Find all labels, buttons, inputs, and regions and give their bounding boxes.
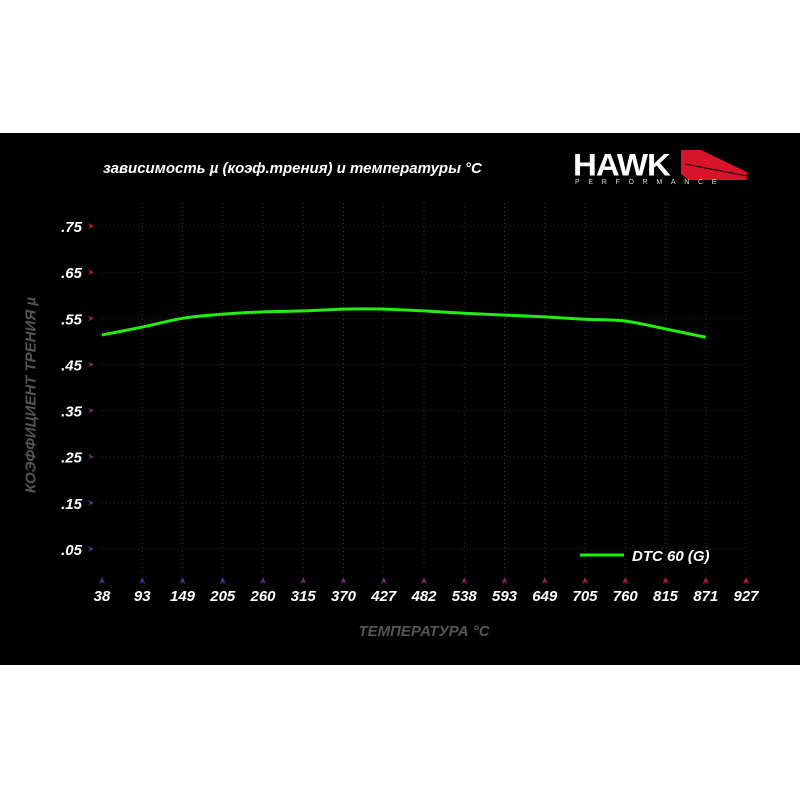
y-tick-arrow-icon: [88, 453, 94, 460]
y-tick-arrow-icon: [88, 499, 94, 506]
y-tick-label: .15: [61, 496, 83, 513]
x-tick-arrow-icon: [300, 577, 307, 584]
x-tick-arrow-icon: [501, 577, 508, 584]
x-tick-label: 649: [532, 588, 558, 605]
logo-wing-icon: [681, 150, 747, 180]
y-tick-arrow-icon: [88, 223, 94, 230]
x-tick-label: 705: [572, 588, 598, 605]
x-tick-arrow-icon: [99, 577, 105, 584]
y-tick-arrow-icon: [88, 545, 94, 552]
x-tick-arrow-icon: [340, 577, 347, 584]
y-tick-arrow-icon: [88, 269, 94, 276]
logo-sub: PERFORMANCE: [575, 179, 726, 186]
x-tick-arrow-icon: [380, 577, 387, 584]
x-tick-arrow-icon: [541, 577, 548, 584]
y-tick-label: .35: [61, 404, 83, 421]
x-tick-label: 370: [331, 588, 357, 605]
x-tick-arrow-icon: [219, 577, 226, 584]
y-tick-label: .25: [61, 450, 83, 467]
y-tick-label: .65: [61, 265, 83, 282]
y-tick-label: .75: [61, 219, 83, 236]
x-tick-arrow-icon: [743, 577, 749, 584]
x-tick-arrow-icon: [662, 577, 669, 584]
x-tick-label: 315: [291, 588, 317, 605]
x-axis-label: ТЕМПЕРАТУРА °C: [358, 623, 490, 640]
x-tick-arrow-icon: [702, 577, 709, 584]
x-tick-label: 760: [613, 588, 639, 605]
x-tick-arrow-icon: [260, 577, 266, 584]
x-tick-label: 593: [492, 588, 518, 605]
x-tick-label: 927: [733, 588, 759, 605]
chart-background: [0, 133, 800, 665]
x-tick-arrow-icon: [461, 577, 468, 584]
hawk-logo: HAWK PERFORMANCE: [573, 146, 753, 191]
y-tick-label: .45: [61, 357, 83, 374]
x-tick-label: 205: [209, 588, 236, 605]
x-tick-label: 38: [94, 588, 111, 605]
legend-label: DTC 60 (G): [632, 548, 710, 565]
x-tick-label: 538: [452, 588, 478, 605]
x-tick-arrow-icon: [421, 577, 427, 584]
x-tick-label: 482: [410, 588, 437, 605]
x-tick-arrow-icon: [179, 577, 186, 584]
x-tick-arrow-icon: [582, 577, 588, 584]
y-tick-arrow-icon: [88, 361, 94, 368]
y-tick-label: .05: [61, 542, 83, 559]
x-tick-label: 815: [653, 588, 679, 605]
x-tick-arrow-icon: [622, 577, 629, 584]
x-tick-label: 149: [170, 588, 196, 605]
x-tick-arrow-icon: [139, 577, 146, 584]
x-tick-label: 260: [249, 588, 276, 605]
x-tick-label: 93: [134, 588, 151, 605]
chart-title: зависимость µ (коэф.трения) и температур…: [103, 160, 482, 177]
x-tick-label: 427: [370, 588, 397, 605]
series-line: [101, 307, 707, 339]
x-tick-label: 871: [693, 588, 718, 605]
logo-brand: HAWK: [573, 146, 671, 183]
y-tick-label: .55: [61, 311, 83, 328]
y-tick-arrow-icon: [88, 407, 94, 414]
y-tick-arrow-icon: [88, 315, 94, 322]
